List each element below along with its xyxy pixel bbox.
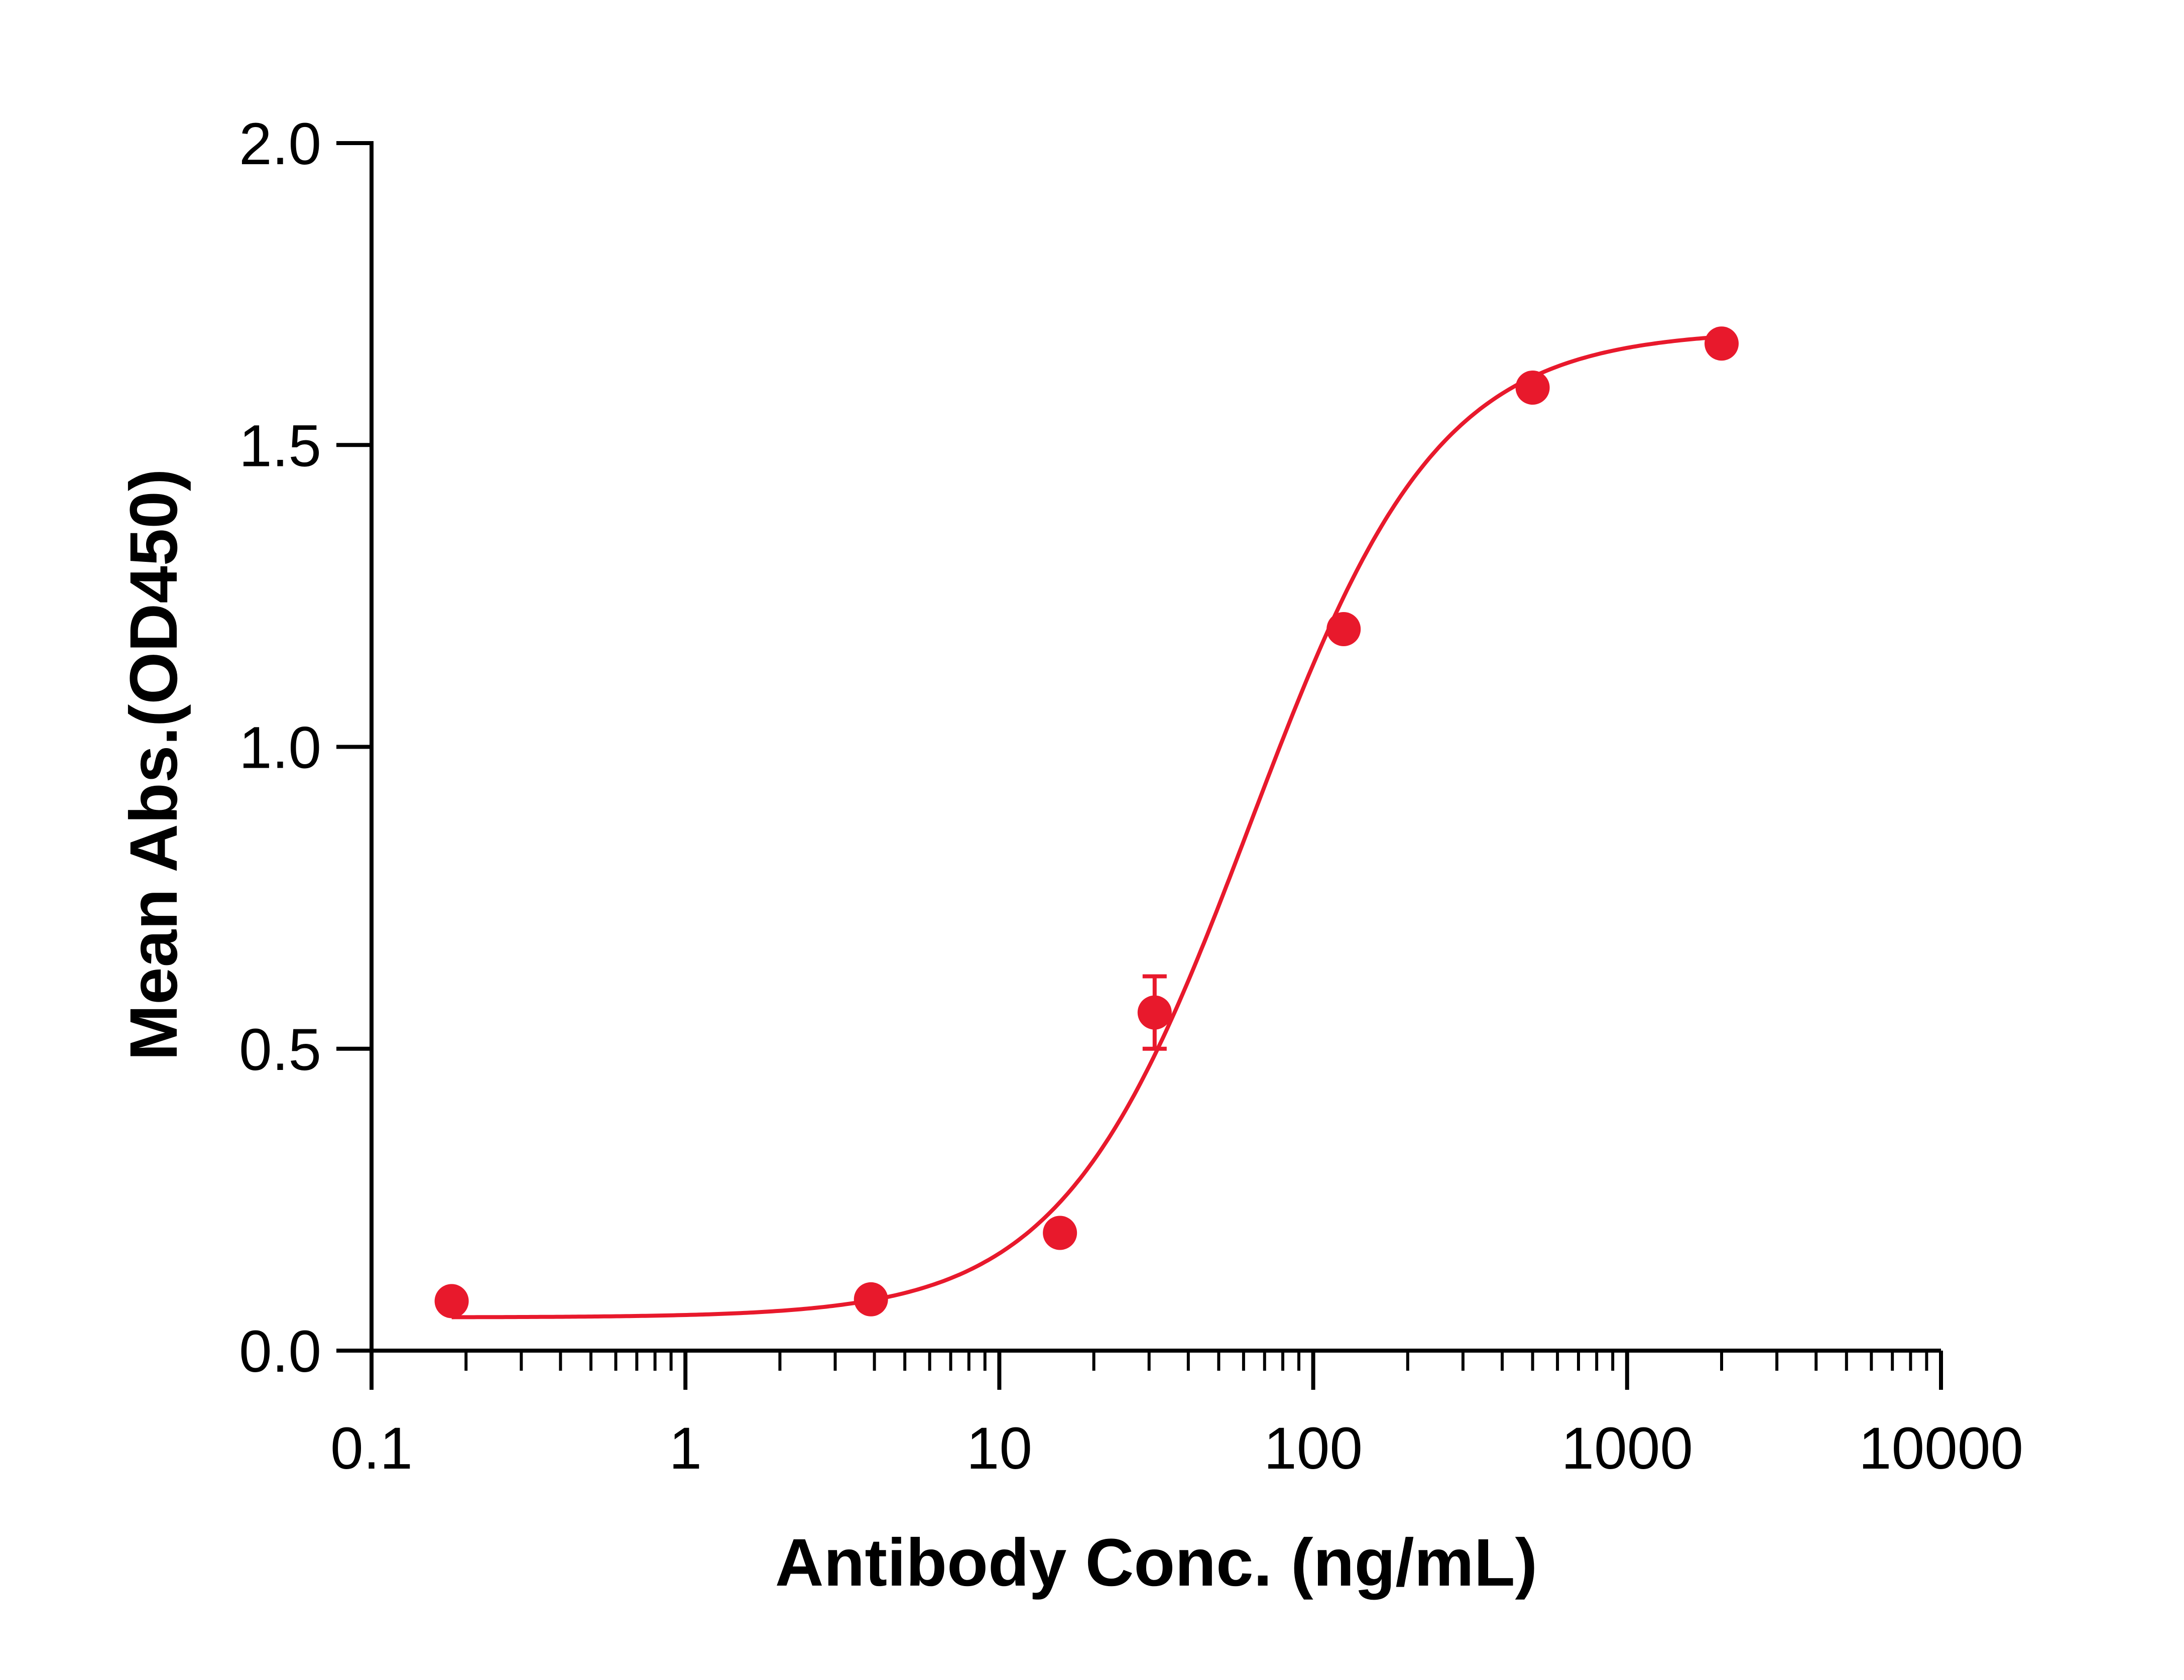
y-axis-title: Mean Abs.(OD450): [116, 469, 191, 1061]
y-tick-label: 1.0: [239, 715, 321, 781]
data-point: [1326, 612, 1361, 647]
fit-curve: [451, 334, 1722, 1319]
x-tick-label: 10: [966, 1415, 1032, 1482]
data-point: [1137, 995, 1172, 1030]
x-axis-title: Antibody Conc. (ng/mL): [775, 1525, 1537, 1600]
x-tick-label: 10000: [1859, 1415, 2023, 1482]
data-points-layer: [434, 326, 1739, 1318]
axes: 0.0 0.5 1.0 1.5 2.0 0.1 1 10 100 1000 10000: [239, 111, 2023, 1482]
x-tick-label: 1000: [1561, 1415, 1693, 1482]
data-point: [434, 1284, 469, 1318]
data-point: [1515, 371, 1550, 405]
x-tick-label: 100: [1264, 1415, 1363, 1482]
x-tick-label: 0.1: [330, 1415, 413, 1482]
y-tick-label: 0.0: [239, 1318, 321, 1385]
y-tick-label: 0.5: [239, 1017, 321, 1083]
data-point: [1705, 326, 1739, 361]
y-tick-label: 2.0: [239, 111, 321, 177]
data-point: [1043, 1216, 1077, 1250]
y-tick-label: 1.5: [239, 413, 321, 479]
data-point: [854, 1282, 888, 1316]
fit-curve-layer: [451, 334, 1722, 1319]
x-tick-label: 1: [669, 1415, 702, 1482]
